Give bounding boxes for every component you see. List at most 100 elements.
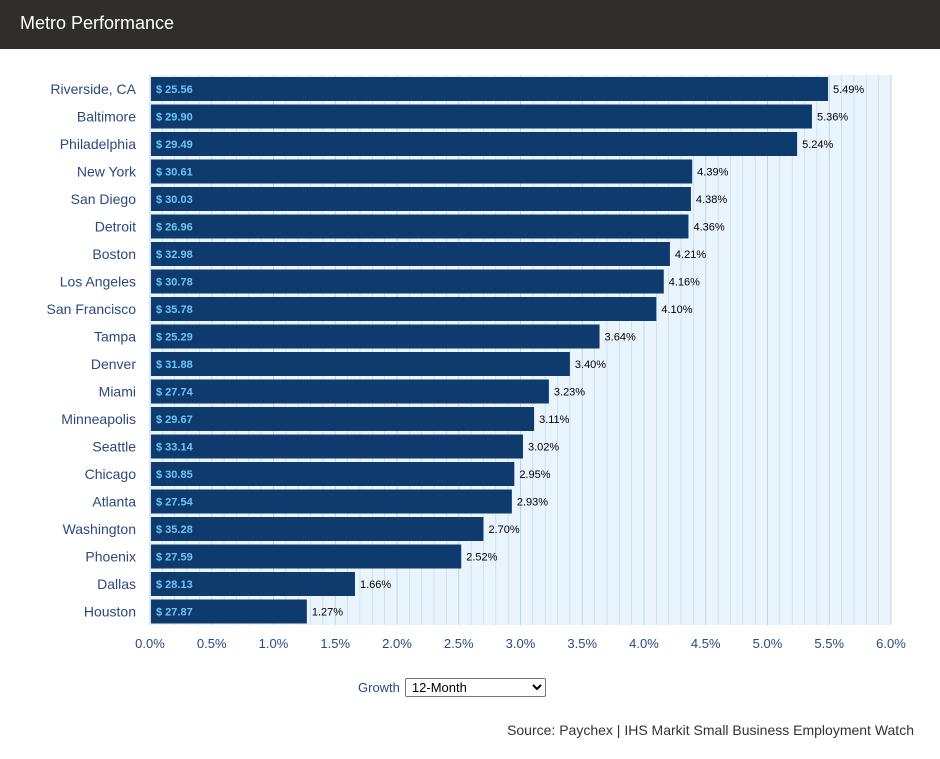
wage-label: $ 29.49: [156, 139, 193, 151]
wage-label: $ 27.74: [156, 387, 194, 399]
category-label: Denver: [91, 356, 136, 372]
bar: [151, 297, 657, 321]
bar: [151, 242, 670, 266]
category-label: New York: [77, 164, 137, 180]
wage-label: $ 27.87: [156, 607, 193, 619]
value-label: 2.70%: [488, 524, 519, 536]
wage-label: $ 25.29: [156, 332, 193, 344]
x-tick-label: 0.0%: [135, 636, 165, 651]
category-label: Dallas: [97, 576, 136, 592]
category-label: Boston: [92, 246, 136, 262]
x-tick-label: 3.0%: [506, 636, 536, 651]
wage-label: $ 29.90: [156, 112, 193, 124]
bar: [151, 104, 812, 129]
bar: [151, 159, 693, 184]
bar: [151, 187, 691, 211]
wage-label: $ 35.78: [156, 304, 193, 316]
value-label: 2.52%: [466, 552, 497, 564]
value-label: 2.95%: [519, 469, 550, 481]
bar: [151, 462, 515, 486]
bar: [151, 324, 600, 349]
value-label: 5.24%: [802, 139, 833, 151]
growth-label: Growth: [358, 679, 400, 695]
bar: [151, 517, 484, 541]
wage-label: $ 27.59: [156, 552, 193, 564]
bar: [151, 434, 523, 459]
bar: [151, 77, 829, 101]
category-label: Philadelphia: [60, 136, 136, 152]
metro-bar-chart: 0.0% 0.5% 1.0% 1.5% 2.0% 2.5% 3.0% 3.5% 4.0% 4.5%…: [47, 75, 906, 651]
category-label: Phoenix: [85, 549, 136, 565]
category-label: Washington: [63, 521, 136, 537]
header-bar: Metro Performance: [0, 0, 940, 49]
wage-label: $ 30.03: [156, 194, 193, 206]
value-label: 4.36%: [693, 222, 724, 234]
value-label: 3.40%: [575, 359, 606, 371]
category-label: Minneapolis: [61, 411, 136, 427]
wage-label: $ 25.56: [156, 84, 193, 96]
growth-control: Growth 12-Month: [358, 677, 546, 697]
category-label: Detroit: [95, 219, 136, 235]
source-note: Source: Paychex | IHS Markit Small Busin…: [507, 722, 914, 738]
value-label: 5.49%: [833, 84, 864, 96]
value-label: 4.10%: [661, 304, 692, 316]
x-tick-label: 2.5%: [444, 636, 474, 651]
bar: [151, 352, 570, 376]
value-label: 1.27%: [312, 607, 343, 619]
value-label: 4.39%: [697, 167, 728, 179]
wage-label: $ 29.67: [156, 414, 193, 426]
x-tick-label: 1.0%: [259, 636, 289, 651]
wage-label: $ 31.88: [156, 359, 193, 371]
x-tick-label: 5.0%: [753, 636, 783, 651]
value-label: 1.66%: [360, 579, 391, 591]
x-tick-label: 1.5%: [320, 636, 350, 651]
category-label: Tampa: [94, 329, 136, 345]
x-tick-label: 6.0%: [876, 636, 906, 651]
category-label: Baltimore: [77, 109, 136, 125]
bar: [151, 572, 356, 596]
value-label: 4.21%: [675, 249, 706, 261]
category-label: Miami: [99, 384, 136, 400]
category-label: San Diego: [71, 191, 137, 207]
x-tick-label: 4.0%: [629, 636, 659, 651]
value-label: 3.11%: [539, 414, 570, 426]
value-label: 3.23%: [554, 387, 585, 399]
value-label: 5.36%: [817, 112, 848, 124]
wage-label: $ 35.28: [156, 524, 193, 536]
wage-label: $ 30.85: [156, 469, 193, 481]
x-tick-label: 2.0%: [382, 636, 412, 651]
category-label: Los Angeles: [60, 274, 136, 290]
value-label: 3.02%: [528, 442, 559, 454]
bar: [151, 269, 664, 294]
wage-label: $ 30.61: [156, 167, 193, 179]
x-tick-label: 3.5%: [567, 636, 597, 651]
category-label: Riverside, CA: [50, 81, 136, 97]
x-tick-label: 4.5%: [691, 636, 721, 651]
category-label: Seattle: [92, 439, 136, 455]
category-label: Houston: [84, 604, 136, 620]
bar: [151, 214, 689, 239]
wage-label: $ 26.96: [156, 222, 193, 234]
category-label: Chicago: [85, 466, 137, 482]
value-label: 4.16%: [669, 277, 700, 289]
value-label: 3.64%: [605, 332, 636, 344]
bar: [151, 544, 462, 569]
bar: [151, 379, 549, 404]
bar: [151, 132, 798, 156]
wage-label: $ 32.98: [156, 249, 193, 261]
wage-label: $ 30.78: [156, 277, 193, 289]
x-tick-label: 5.5%: [814, 636, 844, 651]
page-title: Metro Performance: [20, 13, 175, 33]
value-label: 2.93%: [517, 497, 548, 509]
wage-label: $ 27.54: [156, 497, 194, 509]
bar: [151, 599, 307, 624]
wage-label: $ 28.13: [156, 579, 193, 591]
value-label: 4.38%: [696, 194, 727, 206]
bar: [151, 407, 535, 431]
bar: [151, 489, 512, 514]
category-label: San Francisco: [47, 301, 137, 317]
x-tick-label: 0.5%: [197, 636, 227, 651]
growth-period-select[interactable]: 12-Month: [404, 677, 546, 697]
wage-label: $ 33.14: [156, 442, 194, 454]
category-label: Atlanta: [92, 494, 136, 510]
